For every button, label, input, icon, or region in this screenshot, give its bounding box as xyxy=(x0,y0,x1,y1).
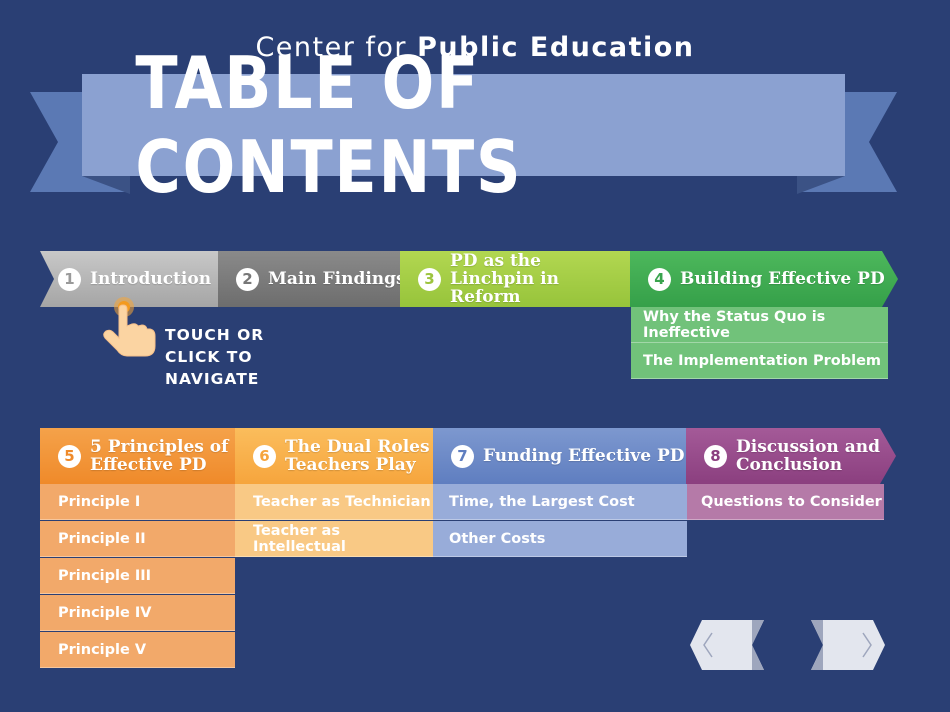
section-number-badge: 1 xyxy=(58,268,81,291)
section-number-badge: 5 xyxy=(58,445,81,468)
organization-name: Center for Public Education xyxy=(255,32,695,63)
subsection-link[interactable]: Why the Status Quo is Ineffective xyxy=(631,307,888,343)
section-number-badge: 3 xyxy=(418,268,441,291)
section-number-badge: 6 xyxy=(253,445,276,468)
section-number-badge: 2 xyxy=(236,268,259,291)
section-title: PD as the Linchpin in Reform xyxy=(450,251,559,307)
section-number-badge: 7 xyxy=(451,445,474,468)
section-tab-1[interactable]: 1 Introduction xyxy=(40,251,248,307)
subsection-link[interactable]: Principle III xyxy=(40,558,235,594)
subsection-link[interactable]: Principle V xyxy=(40,632,235,668)
navigation-instruction: TOUCH OR CLICK TO NAVIGATE xyxy=(165,326,265,388)
section-tab-4[interactable]: 4 Building Effective PD xyxy=(630,251,898,307)
section-title: Discussion and Conclusion xyxy=(736,437,880,475)
section-number-badge: 4 xyxy=(648,268,671,291)
section-title: Building Effective PD xyxy=(680,269,885,289)
page-title: TABLE OF CONTENTS xyxy=(135,41,523,209)
section-number-badge: 8 xyxy=(704,445,727,468)
section-tab-6[interactable]: 6 The Dual Roles Teachers Play xyxy=(235,428,449,484)
chevron-left-icon xyxy=(690,620,764,670)
subsection-link[interactable]: The Implementation Problem xyxy=(631,343,888,379)
subsection-link[interactable]: Principle II xyxy=(40,521,235,557)
section-title: Funding Effective PD xyxy=(483,446,685,466)
subsection-link[interactable]: Principle IV xyxy=(40,595,235,631)
subsection-link[interactable]: Questions to Consider xyxy=(687,484,884,520)
subsection-link[interactable]: Principle I xyxy=(40,484,235,520)
section-tab-8[interactable]: 8 Discussion and Conclusion xyxy=(686,428,896,484)
subsection-link[interactable]: Other Costs xyxy=(433,521,687,557)
section-title: The Dual Roles Teachers Play xyxy=(285,437,430,475)
section-tab-3[interactable]: 3 PD as the Linchpin in Reform xyxy=(400,251,650,307)
previous-page-button[interactable] xyxy=(690,620,764,670)
section-tab-2[interactable]: 2 Main Findings xyxy=(218,251,420,307)
pointing-hand-icon xyxy=(99,296,159,365)
section-title: Introduction xyxy=(90,269,212,289)
section-title: 5 Principles of Effective PD xyxy=(90,437,229,475)
subsection-link[interactable]: Teacher as Technician xyxy=(235,484,433,520)
chevron-right-icon xyxy=(811,620,885,670)
title-banner: TABLE OF CONTENTS xyxy=(82,41,845,209)
subsection-link[interactable]: Time, the Largest Cost xyxy=(433,484,687,520)
next-page-button[interactable] xyxy=(811,620,885,670)
section-tab-5[interactable]: 5 5 Principles of Effective PD xyxy=(40,428,254,484)
section-title: Main Findings xyxy=(268,269,406,289)
subsection-link[interactable]: Teacher as Intellectual xyxy=(235,521,433,557)
section-tab-7[interactable]: 7 Funding Effective PD xyxy=(433,428,703,484)
